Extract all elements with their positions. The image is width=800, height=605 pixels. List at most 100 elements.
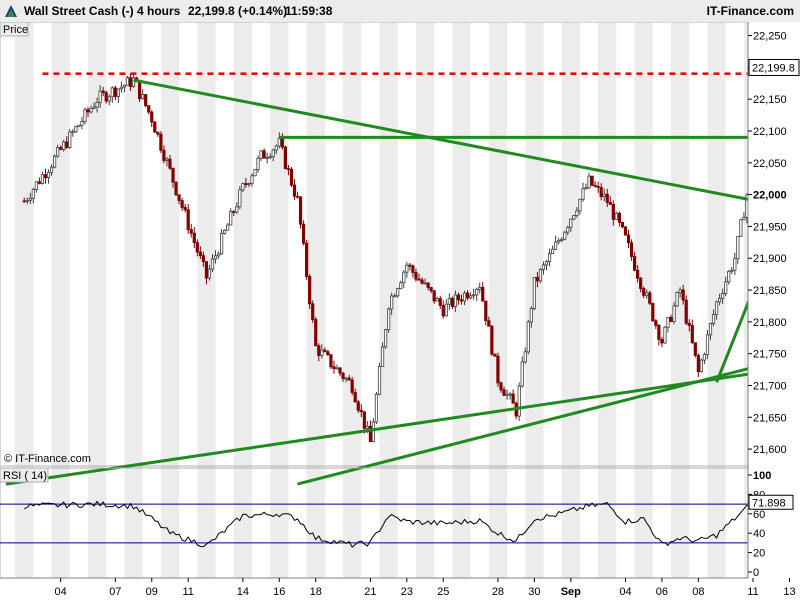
candle-body: [86, 109, 90, 113]
candle-body: [71, 131, 75, 134]
candle-body: [654, 320, 658, 326]
candle-body: [298, 196, 303, 225]
price-tick-label: 21,800: [753, 317, 787, 329]
candle-body: [642, 288, 646, 296]
time-tick-label: 23: [401, 586, 413, 598]
candle-body: [727, 270, 731, 283]
candle-body: [432, 290, 436, 302]
price-tick-label: 21,750: [753, 349, 787, 361]
rsi-value-tag-label: 71.898: [752, 497, 786, 509]
candle-body: [620, 222, 625, 228]
candle-body: [377, 366, 382, 395]
candle-body: [718, 297, 722, 303]
candle-body: [605, 193, 609, 203]
candle-body: [147, 105, 151, 113]
day-stripe: [160, 22, 180, 578]
day-stripe: [415, 22, 435, 578]
candle-body: [113, 87, 117, 97]
candle-body: [198, 251, 202, 257]
candle-body: [241, 183, 245, 191]
candle-body: [581, 188, 585, 200]
candle-body: [639, 277, 643, 289]
candle-body: [271, 149, 275, 158]
candle-body: [438, 298, 442, 306]
candle-body: [478, 286, 482, 290]
candle-body: [475, 288, 479, 296]
candle-body: [335, 367, 339, 370]
candle-body: [238, 189, 242, 208]
trendline: [133, 78, 790, 209]
chart-area: Price © IT-Finance.com RSI ( 14) 22,250 2…: [0, 21, 800, 600]
candle-body: [490, 325, 494, 355]
candle-body: [648, 292, 652, 304]
candle-body: [535, 276, 540, 282]
time-tick-label: 06: [656, 586, 668, 598]
candle-body: [733, 258, 737, 271]
candle-body: [220, 232, 224, 255]
candle-body: [223, 229, 227, 234]
candle-body: [632, 256, 637, 271]
candle-body: [156, 131, 160, 135]
candle-body: [578, 198, 582, 212]
candle-body: [730, 269, 734, 272]
candle-body: [614, 212, 618, 220]
day-stripe: [270, 22, 289, 578]
candle-body: [186, 209, 190, 231]
price-axis: 22,25022,20022,15022,10022,05022,00021,9…: [747, 22, 800, 579]
candle-body: [590, 175, 594, 186]
candle-body: [572, 215, 576, 220]
price-tick-label: 21,600: [753, 444, 787, 456]
candle-body: [356, 401, 360, 411]
candle-body: [362, 411, 366, 429]
candle-body: [131, 77, 136, 87]
candle-body: [681, 289, 685, 301]
candle-body: [708, 323, 713, 336]
candle-body: [292, 184, 297, 197]
candle-body: [544, 261, 549, 266]
candle-body: [77, 124, 81, 128]
main-panel: Price © IT-Finance.com: [0, 21, 800, 486]
candle-body: [532, 276, 536, 309]
candle-body: [83, 109, 87, 123]
candle-body: [420, 279, 424, 284]
chart-header: Wall Street Cash (-) 4 hours 22,199.8 (+…: [0, 0, 800, 23]
candle-body: [374, 393, 379, 423]
price-tick-label: 22,000: [753, 190, 787, 202]
candle-body: [341, 372, 345, 380]
time-tick-label: 11: [747, 586, 758, 598]
day-stripe: [561, 22, 580, 578]
candle-body: [499, 382, 503, 391]
candle-body: [602, 193, 606, 198]
candle-body: [517, 385, 521, 417]
candle-body: [125, 77, 130, 86]
candle-body: [690, 324, 694, 344]
candle-body: [89, 107, 93, 113]
candle-body: [247, 183, 251, 185]
watermark: © IT-Finance.com: [4, 453, 91, 465]
chart-svg: Price © IT-Finance.com RSI ( 14) 22,250 2…: [0, 21, 800, 600]
candle-body: [423, 282, 427, 285]
price-tick-label: 21,700: [753, 380, 787, 392]
candle-body: [174, 181, 178, 196]
candle-body: [496, 355, 500, 384]
candle-body: [684, 299, 688, 324]
candle-body: [472, 294, 476, 297]
candle-body: [368, 425, 373, 443]
candle-body: [286, 168, 291, 170]
price-tick-label: 22,050: [753, 158, 787, 170]
price-label: Price: [3, 24, 28, 36]
candle-body: [608, 202, 612, 205]
candle-body: [669, 316, 673, 322]
candle-body: [213, 255, 218, 260]
candle-body: [721, 293, 725, 299]
candle-body: [396, 288, 400, 297]
candle-body: [663, 326, 667, 344]
time-tick-label: 04: [55, 586, 67, 598]
candle-body: [107, 96, 111, 102]
candle-body: [25, 199, 29, 202]
day-stripe: [488, 22, 508, 578]
time-tick-label: 04: [619, 586, 631, 598]
candle-body: [502, 389, 506, 396]
candle-body: [526, 321, 530, 353]
day-stripe: [233, 22, 252, 578]
